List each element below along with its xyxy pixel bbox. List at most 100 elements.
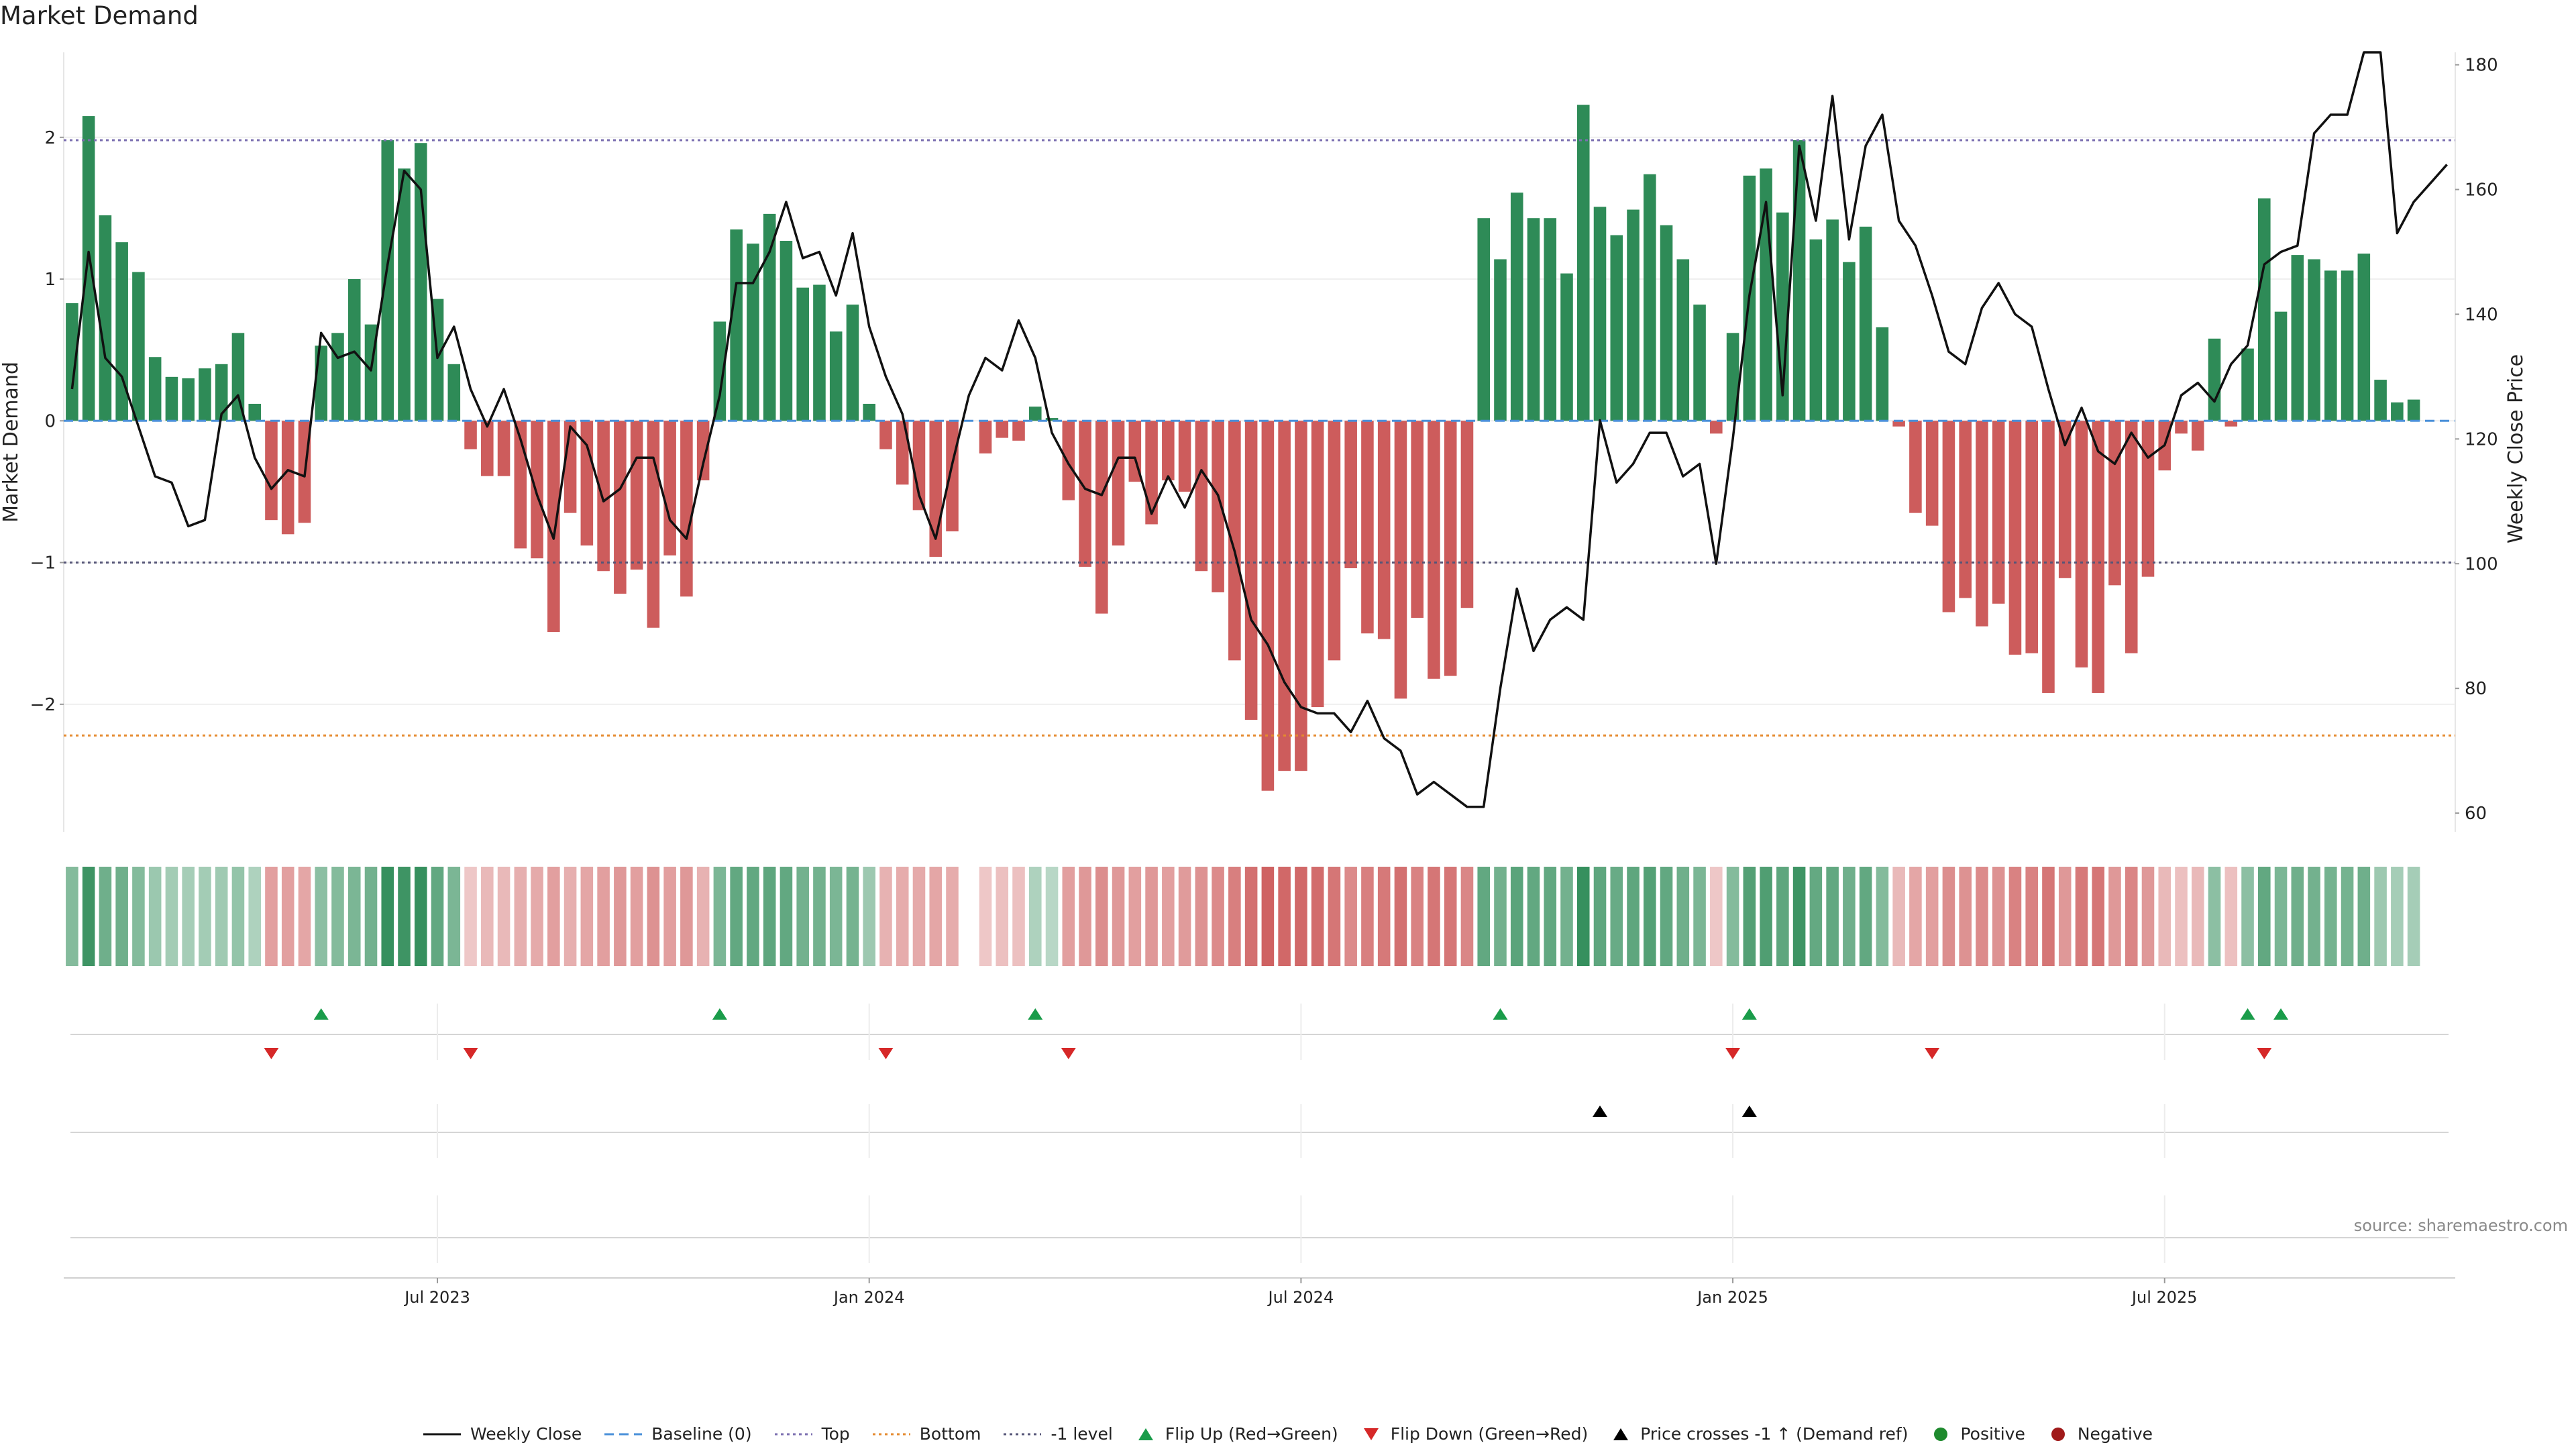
heat-strip-cell (1012, 867, 1025, 966)
heat-strip-cell (796, 867, 809, 966)
heat-strip-cell (2291, 867, 2304, 966)
flip-down-marker (2257, 1048, 2272, 1059)
heat-strip-cell (1527, 867, 1540, 966)
heat-strip-cell (514, 867, 527, 966)
heat-strip-cell (614, 867, 627, 966)
heat-strip-cell (331, 867, 344, 966)
heat-strip-cell (2324, 867, 2337, 966)
heat-strip-cell (66, 867, 78, 966)
legend-label: Baseline (0) (651, 1424, 752, 1444)
heat-strip-cell (148, 867, 162, 966)
demand-bar (1560, 273, 1573, 421)
heat-strip-cell (132, 867, 145, 966)
heat-strip-cell (2191, 867, 2204, 966)
heat-strip-cell (1792, 867, 1806, 966)
demand-bar (265, 421, 278, 521)
flip-up-marker (712, 1008, 727, 1020)
heat-strip-cell (846, 867, 859, 966)
heat-strip-cell (1760, 867, 1772, 966)
heat-strip-cell (398, 867, 411, 966)
heat-strip-cell (1693, 867, 1706, 966)
heat-strip-cell (1028, 867, 1042, 966)
legend-label: Bottom (919, 1424, 981, 1444)
demand-bar (199, 368, 211, 421)
demand-bar (2374, 380, 2387, 421)
heat-strip-cell (2357, 867, 2371, 966)
legend-label: Negative (2077, 1424, 2153, 1444)
flip-down-marker (264, 1048, 279, 1059)
heat-strip-cell (1344, 867, 1357, 966)
heat-strip-cell (1228, 867, 1241, 966)
heat-strip-cell (1411, 867, 1424, 966)
heat-strip-cell (597, 867, 610, 966)
demand-bar (829, 331, 843, 421)
demand-bar (464, 421, 477, 449)
demand-bar (547, 421, 560, 633)
demand-bar (1328, 421, 1341, 661)
demand-bar (2291, 255, 2304, 421)
heat-strip-cell (497, 867, 511, 966)
demand-bar (1710, 421, 1723, 434)
heat-strip-cell (248, 867, 261, 966)
demand-bar (1660, 225, 1673, 421)
heat-strip-cell (1377, 867, 1391, 966)
heat-strip-cell (2274, 867, 2288, 966)
demand-bar (1627, 209, 1640, 421)
heat-strip-cell (1544, 867, 1557, 966)
legend: Weekly Close Baseline (0) Top Bottom -1 … (0, 1424, 2576, 1444)
heat-strip-cell (1062, 867, 1075, 966)
demand-bar (796, 287, 809, 421)
legend-label: -1 level (1051, 1424, 1113, 1444)
heat-strip-cell (2125, 867, 2138, 966)
demand-bar (1859, 226, 1872, 421)
heat-strip-cell (879, 867, 892, 966)
demand-bar (1444, 421, 1457, 676)
legend-item-cross: Price crosses -1 ↑ (Demand ref) (1611, 1424, 1908, 1444)
demand-bar (2008, 421, 2022, 655)
heat-strip-cell (1925, 867, 1939, 966)
demand-bar (1028, 407, 1042, 421)
demand-bar (912, 421, 926, 511)
heat-strip-cell (481, 867, 494, 966)
y2-tick-label: 160 (2465, 180, 2498, 201)
heat-strip-cell (2092, 867, 2105, 966)
y2-tick-label: 140 (2465, 305, 2498, 325)
heat-strip-cell (2208, 867, 2221, 966)
demand-bar (763, 213, 776, 421)
demand-bar (1162, 421, 1175, 481)
x-tick-label: Jan 2024 (833, 1288, 905, 1307)
demand-bar (331, 333, 344, 421)
x-tick-label: Jul 2024 (1267, 1288, 1334, 1307)
demand-bar (2058, 421, 2072, 578)
demand-bar (1726, 333, 1739, 421)
demand-bar (946, 421, 959, 532)
demand-bar (497, 421, 511, 476)
demand-bar (1494, 259, 1507, 421)
heat-strip-cell (2042, 867, 2055, 966)
heat-strip-cell (863, 867, 875, 966)
demand-bar (2308, 259, 2320, 421)
weekly-close-line (70, 51, 2448, 808)
demand-bar (1942, 421, 1955, 612)
demand-bar (1959, 421, 1972, 598)
flip-up-marker (1028, 1008, 1043, 1020)
demand-bar (813, 284, 826, 421)
y-tick-label: 2 (44, 128, 56, 148)
demand-bar (1295, 421, 1307, 771)
heat-strip-cell (182, 867, 195, 966)
flip-up-marker (313, 1008, 329, 1020)
demand-bar (1344, 421, 1357, 569)
heat-strip-cell (2224, 867, 2238, 966)
demand-bar (597, 421, 610, 572)
heat-strip-cell (1593, 867, 1607, 966)
demand-bar (996, 421, 1009, 438)
heat-strip-cell (1112, 867, 1125, 966)
heat-strip-cell (1959, 867, 1972, 966)
heat-strip-cell (2241, 867, 2254, 966)
heat-strip-cell (1045, 867, 1059, 966)
x-tick-label: Jan 2025 (1696, 1288, 1768, 1307)
heat-strip-cell (580, 867, 594, 966)
demand-bar (863, 403, 875, 421)
demand-bar (1510, 193, 1523, 421)
demand-bar (1809, 239, 1823, 421)
